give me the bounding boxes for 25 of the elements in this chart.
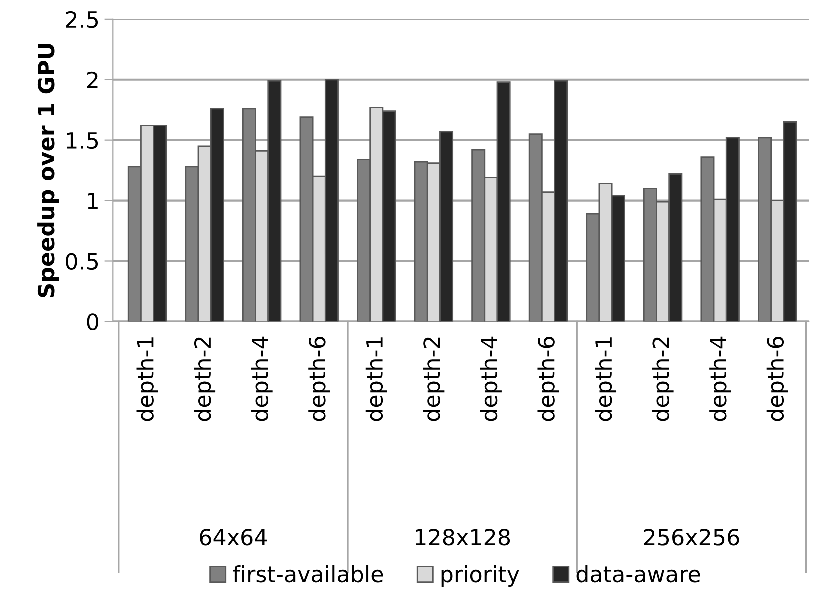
x-tick-label: depth-2 <box>423 338 445 422</box>
y-axis-title: Speedup over 1 GPU <box>38 44 60 298</box>
x-tick-label: depth-1 <box>366 338 388 422</box>
x-tick-label: depth-6 <box>766 337 788 422</box>
x-tick-label: depth-1 <box>136 338 158 422</box>
x-tick-label: depth-2 <box>652 338 674 422</box>
text: 64x64 <box>200 528 268 546</box>
legend-label: data-aware <box>576 565 700 583</box>
legend-label: first-available <box>233 565 384 583</box>
x-tick-label: depth-4 <box>480 336 502 422</box>
y-tick-label: 1 <box>88 193 98 210</box>
x-tick-label: depth-4 <box>251 336 273 422</box>
y-tick-label: 2 <box>87 72 98 88</box>
y-tick-label: 0.5 <box>66 253 98 270</box>
x-tick-label: depth-6 <box>308 337 330 422</box>
x-tick-label: depth-6 <box>538 337 560 422</box>
x-tick-label: depth-1 <box>595 338 617 422</box>
x-tick-label: depth-4 <box>710 336 732 422</box>
text: 128x128 <box>416 528 510 546</box>
y-tick-label: 0 <box>87 314 98 330</box>
legend-label: priority <box>442 565 520 587</box>
x-tick-label: depth-2 <box>194 338 216 422</box>
y-tick-label: 1.5 <box>67 132 98 150</box>
y-tick-label: 2.5 <box>66 11 98 28</box>
text: 256x256 <box>644 528 740 546</box>
